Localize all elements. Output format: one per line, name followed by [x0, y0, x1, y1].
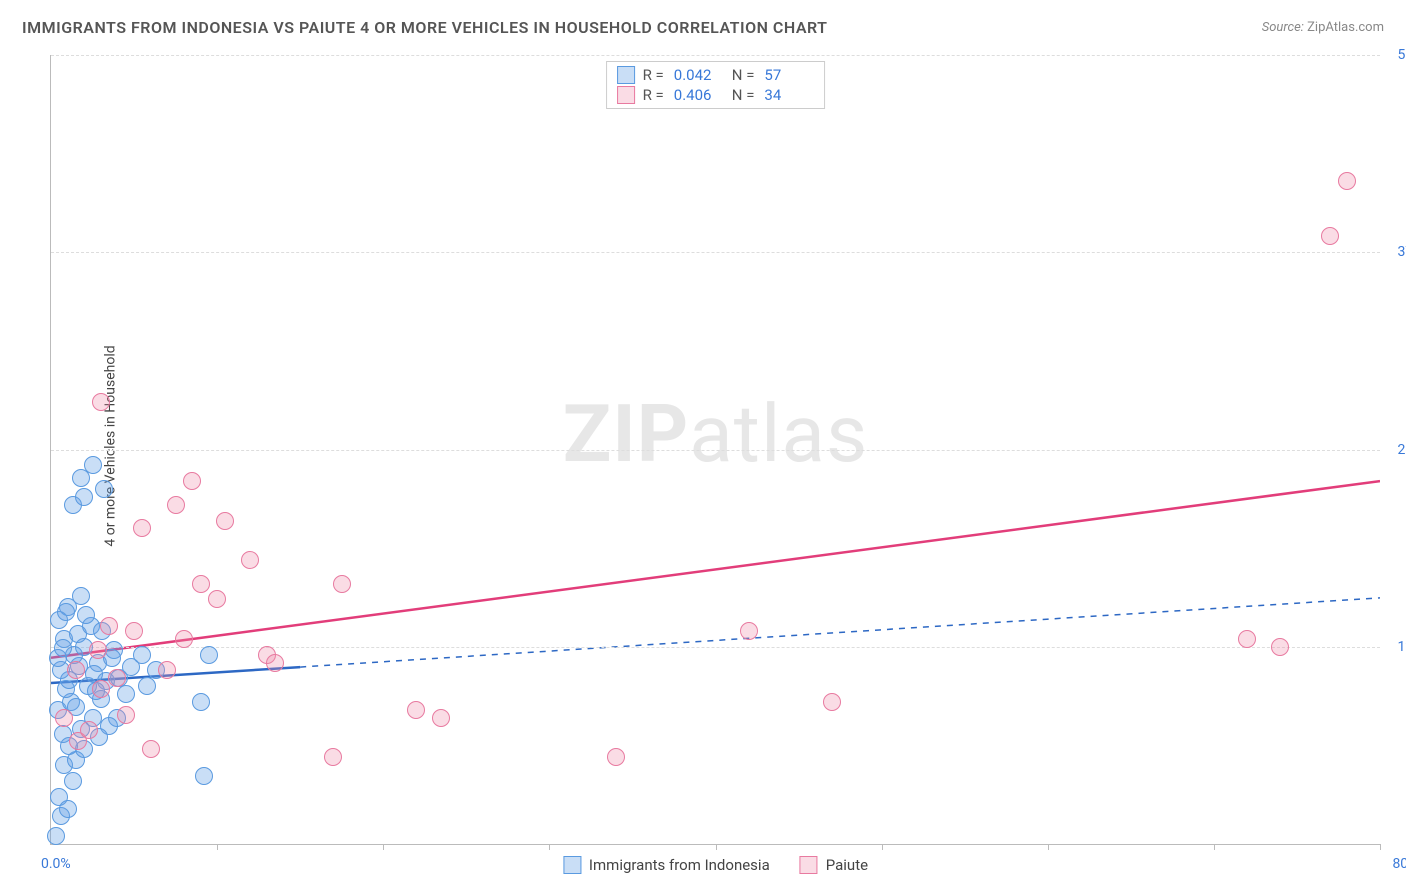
- series-legend: Immigrants from Indonesia Paiute: [563, 856, 868, 874]
- scatter-point: [333, 575, 351, 593]
- scatter-point: [266, 654, 284, 672]
- scatter-point: [72, 587, 90, 605]
- scatter-point: [432, 709, 450, 727]
- scatter-point: [175, 630, 193, 648]
- watermark: ZIPatlas: [563, 387, 868, 481]
- scatter-point: [183, 472, 201, 490]
- scatter-point: [407, 701, 425, 719]
- legend-item-series-1: Immigrants from Indonesia: [563, 856, 770, 874]
- swatch-series-2: [800, 856, 818, 874]
- scatter-point: [75, 488, 93, 506]
- scatter-point: [607, 748, 625, 766]
- scatter-point: [100, 617, 118, 635]
- scatter-point: [54, 639, 72, 657]
- y-tick-label: 37.5%: [1397, 244, 1406, 260]
- scatter-point: [200, 646, 218, 664]
- scatter-point: [324, 748, 342, 766]
- y-tick-label: 50.0%: [1397, 47, 1406, 63]
- x-tick: [1214, 844, 1215, 850]
- source-attribution: Source: ZipAtlas.com: [1262, 20, 1384, 35]
- scatter-point: [59, 800, 77, 818]
- n-value-series-2: 34: [764, 86, 814, 104]
- scatter-point: [195, 767, 213, 785]
- scatter-point: [80, 721, 98, 739]
- n-label: N =: [732, 66, 755, 84]
- scatter-point: [142, 740, 160, 758]
- scatter-point: [1338, 172, 1356, 190]
- chart-title: IMMIGRANTS FROM INDONESIA VS PAIUTE 4 OR…: [22, 18, 828, 37]
- scatter-point: [192, 693, 210, 711]
- scatter-point: [138, 677, 156, 695]
- scatter-point: [133, 646, 151, 664]
- scatter-point: [1271, 638, 1289, 656]
- scatter-point: [216, 512, 234, 530]
- gridline: [51, 252, 1380, 253]
- r-label: R =: [643, 86, 664, 104]
- gridline: [51, 450, 1380, 451]
- scatter-point: [823, 693, 841, 711]
- n-label: N =: [732, 86, 755, 104]
- legend-label-series-2: Paiute: [826, 856, 868, 874]
- x-tick: [217, 844, 218, 850]
- scatter-point: [108, 669, 126, 687]
- y-tick-label: 12.5%: [1397, 639, 1406, 655]
- r-value-series-2: 0.406: [674, 86, 724, 104]
- x-tick: [882, 844, 883, 850]
- scatter-point: [67, 661, 85, 679]
- correlation-legend: R = 0.042 N = 57 R = 0.406 N = 34: [606, 61, 826, 109]
- scatter-point: [89, 641, 107, 659]
- scatter-point: [1238, 630, 1256, 648]
- scatter-point: [167, 496, 185, 514]
- legend-row-series-1: R = 0.042 N = 57: [617, 66, 815, 84]
- scatter-point: [192, 575, 210, 593]
- gridline: [51, 647, 1380, 648]
- scatter-point: [92, 680, 110, 698]
- chart-plot-area: ZIPatlas R = 0.042 N = 57 R = 0.406 N = …: [50, 55, 1380, 845]
- scatter-point: [117, 706, 135, 724]
- gridline: [51, 55, 1380, 56]
- x-tick: [1048, 844, 1049, 850]
- legend-item-series-2: Paiute: [800, 856, 868, 874]
- x-tick: [383, 844, 384, 850]
- swatch-series-1: [617, 66, 635, 84]
- scatter-point: [117, 685, 135, 703]
- r-value-series-1: 0.042: [674, 66, 724, 84]
- swatch-series-2: [617, 86, 635, 104]
- x-tick: [549, 844, 550, 850]
- scatter-point: [208, 590, 226, 608]
- x-axis-max-label: 80.0%: [1392, 856, 1406, 872]
- swatch-series-1: [563, 856, 581, 874]
- scatter-point: [158, 661, 176, 679]
- scatter-point: [241, 551, 259, 569]
- scatter-point: [55, 709, 73, 727]
- x-axis-min-label: 0.0%: [41, 856, 71, 872]
- source-value: ZipAtlas.com: [1307, 20, 1384, 35]
- legend-label-series-1: Immigrants from Indonesia: [589, 856, 770, 874]
- scatter-point: [92, 393, 110, 411]
- scatter-point: [64, 772, 82, 790]
- y-tick-label: 25.0%: [1397, 442, 1406, 458]
- scatter-point: [77, 606, 95, 624]
- scatter-point: [84, 456, 102, 474]
- r-label: R =: [643, 66, 664, 84]
- n-value-series-1: 57: [764, 66, 814, 84]
- scatter-point: [95, 480, 113, 498]
- scatter-point: [47, 827, 65, 845]
- x-tick: [1380, 844, 1381, 850]
- scatter-point: [1321, 227, 1339, 245]
- legend-row-series-2: R = 0.406 N = 34: [617, 86, 815, 104]
- scatter-point: [133, 519, 151, 537]
- scatter-point: [125, 622, 143, 640]
- scatter-point: [57, 603, 75, 621]
- x-tick: [716, 844, 717, 850]
- scatter-point: [740, 622, 758, 640]
- source-label: Source:: [1262, 20, 1304, 35]
